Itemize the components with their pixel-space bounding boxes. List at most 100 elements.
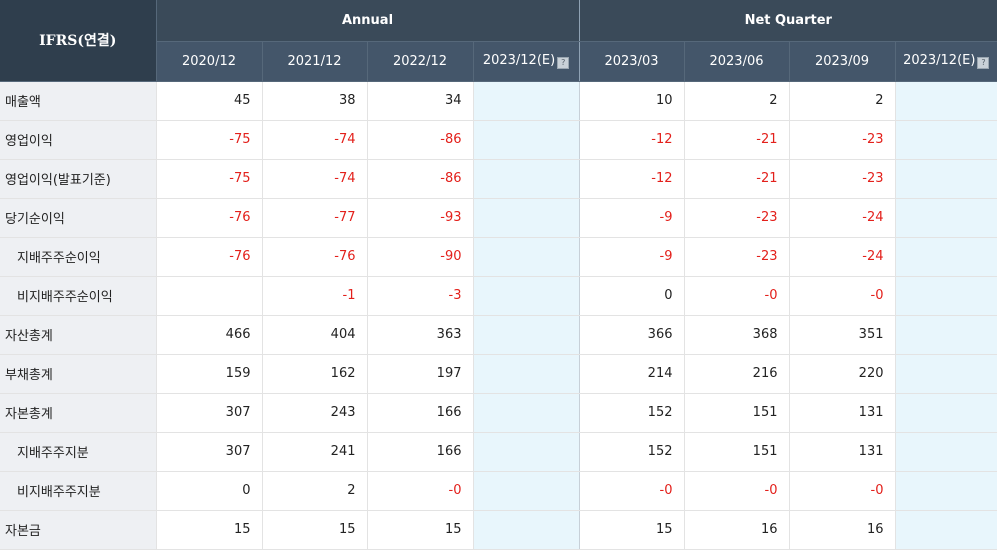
value-cell: 45 [155,81,262,121]
value-cell: 15 [578,510,684,550]
value-cell: 466 [155,315,262,355]
table-row: 지배주주순이익 -76 -76 -90 -9 -23 -24 [0,237,997,277]
value-cell: -21 [683,120,789,160]
row-label: 비지배주주순이익 [0,276,156,316]
value-cell: -23 [683,198,789,238]
value-cell [472,393,579,433]
value-cell: -74 [261,120,367,160]
value-cell: -24 [788,198,895,238]
value-cell: 366 [578,315,684,355]
value-cell: 15 [155,510,262,550]
value-cell [894,471,997,511]
table-row: 영업이익(발표기준) -75 -74 -86 -12 -21 -23 [0,159,997,199]
value-cell: 2 [261,471,367,511]
value-cell: 2 [683,81,789,121]
period-header: 2023/06 [683,41,789,82]
table-row: 지배주주지분 307 241 166 152 151 131 [0,432,997,472]
value-cell [472,198,579,238]
value-cell: 10 [578,81,684,121]
value-cell: 152 [578,432,684,472]
row-label: 자산총계 [0,315,156,355]
value-cell: 220 [788,354,895,394]
value-cell [472,471,579,511]
value-cell: 0 [578,276,684,316]
value-cell: 151 [683,393,789,433]
value-cell: -3 [366,276,473,316]
net-quarter-group-header: Net Quarter [578,0,997,42]
value-cell [472,276,579,316]
value-cell: -0 [788,276,895,316]
value-cell: 368 [683,315,789,355]
value-cell: -76 [155,237,262,277]
row-label: 지배주주순이익 [0,237,156,277]
table-row: 비지배주주지분 0 2 -0 -0 -0 -0 [0,471,997,511]
value-cell: -0 [366,471,473,511]
value-cell: -76 [155,198,262,238]
row-label: 영업이익 [0,120,156,160]
info-icon[interactable]: ? [977,57,990,69]
value-cell: -23 [683,237,789,277]
value-cell: 15 [261,510,367,550]
table-row: 자본금 15 15 15 15 16 16 [0,510,997,550]
row-label: 자본금 [0,510,156,550]
value-cell [472,81,579,121]
value-cell [155,276,262,316]
value-cell: 241 [261,432,367,472]
value-cell: 166 [366,432,473,472]
value-cell: -9 [578,198,684,238]
value-cell: -74 [261,159,367,199]
value-cell: 197 [366,354,473,394]
value-cell [472,159,579,199]
value-cell [894,510,997,550]
value-cell: -0 [683,471,789,511]
value-cell [894,354,997,394]
value-cell: -75 [155,120,262,160]
value-cell [472,120,579,160]
value-cell [894,432,997,472]
value-cell: -86 [366,159,473,199]
value-cell: 38 [261,81,367,121]
value-cell: 363 [366,315,473,355]
table-header: IFRS(연결) Annual Net Quarter 2020/12 2021… [0,0,997,82]
value-cell: 34 [366,81,473,121]
value-cell: -9 [578,237,684,277]
value-cell: -1 [261,276,367,316]
value-cell [894,393,997,433]
table-row: 자산총계 466 404 363 366 368 351 [0,315,997,355]
value-cell: 162 [261,354,367,394]
value-cell: -0 [788,471,895,511]
value-cell: 216 [683,354,789,394]
value-cell: -23 [788,159,895,199]
info-icon[interactable]: ? [557,57,570,69]
value-cell: -90 [366,237,473,277]
value-cell: 16 [788,510,895,550]
period-header-estimate: 2023/12(E)? [894,41,997,82]
row-label: 지배주주지분 [0,432,156,472]
value-cell: 15 [366,510,473,550]
value-cell [472,315,579,355]
period-header: 2022/12 [366,41,473,82]
value-cell: -12 [578,120,684,160]
value-cell: -86 [366,120,473,160]
value-cell: -0 [683,276,789,316]
period-header: 2020/12 [155,41,262,82]
value-cell [894,276,997,316]
value-cell: -23 [788,120,895,160]
row-label: 매출액 [0,81,156,121]
value-cell [472,237,579,277]
value-cell: 131 [788,432,895,472]
value-cell [472,354,579,394]
value-cell [894,198,997,238]
value-cell: 166 [366,393,473,433]
value-cell [894,237,997,277]
value-cell: 214 [578,354,684,394]
table-row: 자본총계 307 243 166 152 151 131 [0,393,997,433]
annual-group-header: Annual [155,0,579,42]
value-cell [472,432,579,472]
value-cell: 2 [788,81,895,121]
value-cell: 307 [155,432,262,472]
value-cell: -93 [366,198,473,238]
value-cell: -76 [261,237,367,277]
value-cell: -12 [578,159,684,199]
row-label: 비지배주주지분 [0,471,156,511]
